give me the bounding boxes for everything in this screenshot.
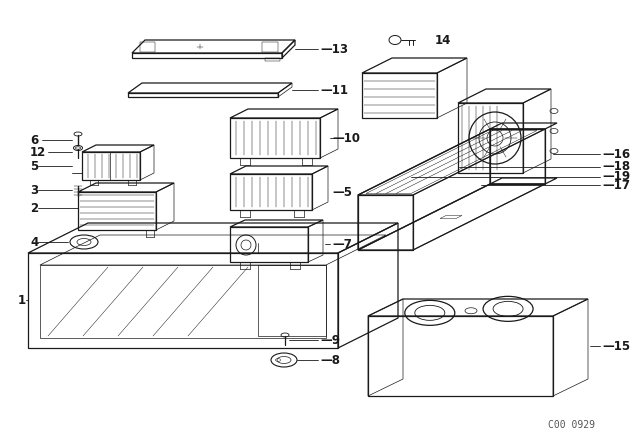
Text: 1: 1 (18, 293, 26, 306)
Text: 3: 3 (30, 184, 38, 197)
Text: 2: 2 (30, 202, 38, 215)
Text: —13: —13 (320, 43, 348, 56)
Text: —10: —10 (332, 132, 360, 145)
Text: —17: —17 (602, 178, 630, 191)
Text: —8: —8 (320, 353, 340, 366)
Text: —18: —18 (602, 160, 630, 173)
Text: C00 0929: C00 0929 (548, 420, 595, 430)
Text: —11: —11 (320, 83, 348, 96)
Text: —9: —9 (320, 333, 340, 346)
Text: —7: —7 (332, 237, 352, 250)
Text: 4: 4 (30, 236, 38, 249)
Text: 14: 14 (435, 34, 451, 47)
Text: —15: —15 (602, 340, 630, 353)
Text: 5: 5 (30, 159, 38, 172)
Text: 12: 12 (30, 146, 46, 159)
Text: —19: —19 (602, 170, 630, 183)
Text: —5: —5 (332, 185, 352, 198)
Text: 6: 6 (30, 134, 38, 146)
Text: —16: —16 (602, 147, 630, 160)
